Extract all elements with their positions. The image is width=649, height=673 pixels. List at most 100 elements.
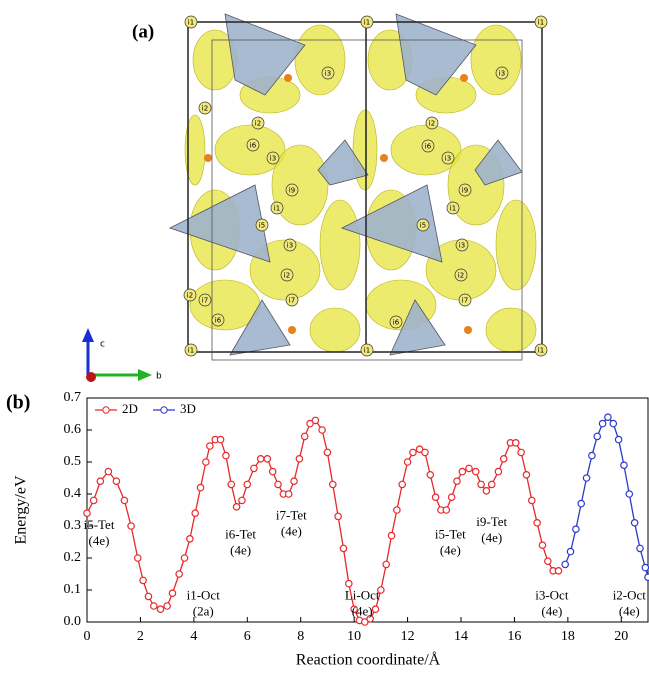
atom-label: i1 bbox=[364, 347, 370, 355]
legend-label: 2D bbox=[122, 401, 138, 416]
data-point bbox=[398, 480, 407, 489]
annotation: (4e) bbox=[481, 530, 502, 545]
data-point bbox=[222, 451, 230, 460]
data-point bbox=[227, 480, 236, 489]
annotation: (4e) bbox=[619, 603, 640, 618]
data-point bbox=[206, 442, 214, 450]
atom bbox=[360, 15, 374, 29]
data-point bbox=[582, 474, 591, 482]
atom-label: i7 bbox=[202, 297, 208, 305]
atom-label: i3 bbox=[445, 155, 451, 163]
y-tick-label: 0.6 bbox=[64, 422, 82, 437]
atom bbox=[251, 116, 265, 130]
data-point bbox=[256, 454, 265, 463]
data-point bbox=[232, 502, 241, 511]
data-point bbox=[588, 451, 596, 460]
data-point bbox=[620, 461, 628, 470]
data-point bbox=[156, 605, 165, 614]
annotation: (4e) bbox=[541, 603, 562, 618]
data-point bbox=[339, 544, 348, 553]
atom bbox=[495, 66, 509, 80]
annotation: (4e) bbox=[281, 523, 302, 538]
atom bbox=[458, 183, 472, 197]
data-point bbox=[442, 506, 451, 514]
data-point bbox=[163, 602, 171, 610]
atom bbox=[184, 343, 198, 357]
data-point bbox=[636, 544, 644, 553]
atom-label: i2 bbox=[187, 292, 193, 300]
data-point bbox=[382, 560, 391, 569]
atom bbox=[285, 183, 299, 197]
y-axis-title: Energy/eV bbox=[13, 475, 30, 544]
data-point bbox=[426, 470, 435, 479]
atom-label: i7 bbox=[289, 297, 295, 305]
data-point bbox=[393, 506, 401, 514]
data-point bbox=[387, 531, 396, 540]
data-point bbox=[243, 480, 252, 489]
y-tick-label: 0.1 bbox=[64, 582, 82, 597]
data-point bbox=[83, 509, 91, 518]
annotation: (2a) bbox=[193, 603, 214, 618]
data-point bbox=[318, 426, 326, 434]
annotation: Li-Oct bbox=[345, 587, 380, 602]
data-point bbox=[334, 512, 342, 521]
data-point bbox=[431, 493, 440, 502]
atom bbox=[421, 139, 435, 153]
atom bbox=[198, 101, 212, 115]
annotation: i5-Tet bbox=[84, 517, 115, 532]
data-point bbox=[139, 576, 147, 585]
data-point bbox=[295, 454, 304, 463]
atom bbox=[321, 66, 335, 80]
atom-label: i1 bbox=[364, 19, 370, 27]
data-point bbox=[538, 541, 547, 550]
data-point bbox=[250, 464, 258, 473]
data-point bbox=[202, 458, 210, 466]
data-point bbox=[609, 419, 618, 428]
data-point bbox=[196, 483, 205, 492]
data-point bbox=[517, 448, 525, 457]
data-point bbox=[533, 518, 541, 527]
data-point bbox=[306, 419, 314, 428]
x-tick-label: 4 bbox=[190, 629, 197, 644]
data-point bbox=[350, 605, 358, 614]
atom bbox=[389, 315, 403, 329]
data-point bbox=[127, 522, 135, 530]
data-point bbox=[641, 563, 649, 572]
data-point bbox=[344, 579, 353, 588]
x-tick-label: 14 bbox=[454, 629, 468, 644]
atom-label: i2 bbox=[458, 272, 464, 280]
data-point bbox=[263, 454, 272, 463]
atom-label: i2 bbox=[255, 120, 261, 128]
atom-label: i9 bbox=[462, 187, 468, 195]
data-point bbox=[290, 477, 298, 486]
atom bbox=[283, 238, 297, 252]
data-point bbox=[477, 480, 485, 489]
atom bbox=[255, 218, 269, 232]
atom-label: i3 bbox=[459, 242, 465, 250]
annotation: i3-Oct bbox=[535, 587, 569, 602]
crystal-structure: i1 i1 i1 i1 i1 i1 i2 i3 i6 i1 i5 i9 i3 i2 i7 i3 i2 i6 i7 i2… bbox=[82, 13, 548, 382]
series-line bbox=[564, 416, 649, 578]
data-point bbox=[625, 490, 634, 498]
atom-label: i5 bbox=[259, 222, 265, 230]
annotation: (4e) bbox=[352, 603, 373, 618]
atom-label: i5 bbox=[420, 222, 426, 230]
atom-label: i6 bbox=[393, 319, 400, 327]
atom-label: i3 bbox=[325, 70, 331, 78]
legend-label: 3D bbox=[180, 401, 196, 416]
atom-label: i1 bbox=[188, 347, 194, 355]
data-point bbox=[274, 480, 282, 489]
atom-label: i7 bbox=[462, 297, 468, 305]
data-point bbox=[403, 458, 412, 466]
data-point bbox=[186, 534, 194, 543]
data-point bbox=[561, 560, 569, 569]
annotation: (4e) bbox=[89, 533, 110, 548]
legend-marker bbox=[102, 406, 110, 414]
data-point bbox=[415, 445, 424, 454]
data-point bbox=[482, 486, 491, 495]
atom-label: i3 bbox=[270, 155, 276, 163]
data-point bbox=[499, 454, 508, 463]
data-point bbox=[494, 467, 503, 476]
atom bbox=[455, 238, 469, 252]
x-tick-label: 12 bbox=[401, 629, 415, 644]
